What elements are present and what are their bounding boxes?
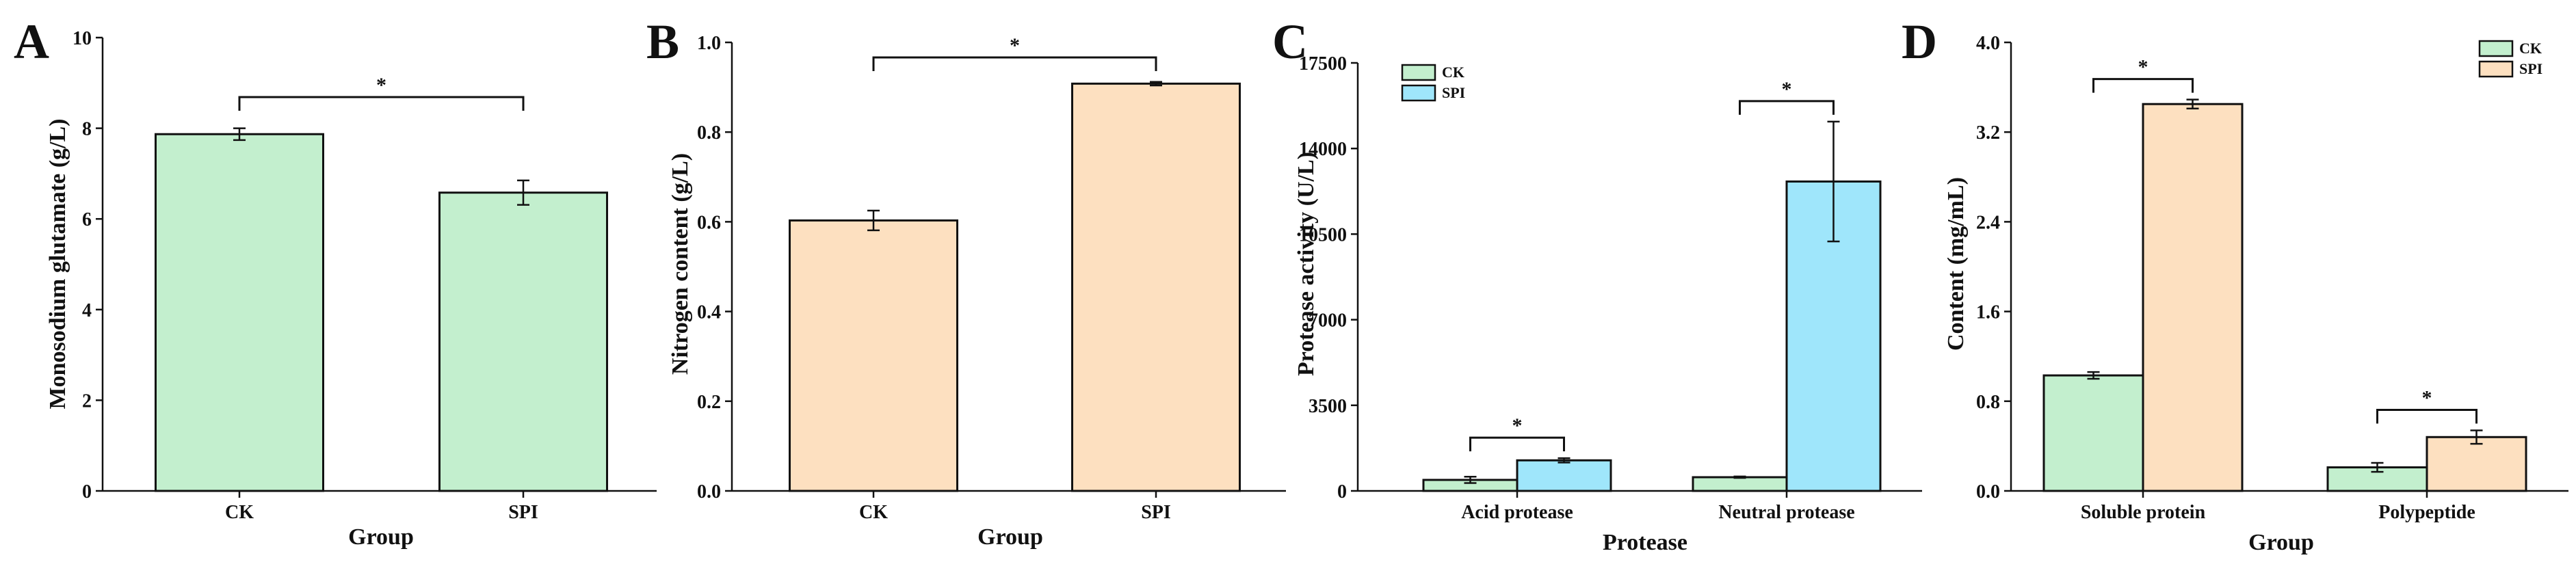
significance-bracket: [2092, 78, 2194, 93]
panel-letter-b: B: [646, 14, 679, 69]
y-tick-label: 0.2: [697, 392, 721, 413]
bar-ck: [155, 133, 324, 492]
y-tick-label: 8: [82, 119, 92, 140]
x-tick-label: Acid protease: [1461, 502, 1573, 523]
legend-swatch-spi: [2478, 60, 2514, 78]
y-tick-label: 2.4: [1976, 212, 2000, 233]
ylabel-c: Protease activity (U/L): [1293, 152, 1319, 376]
significance-bracket: [1469, 436, 1565, 452]
ylabel-b: Nitrogen content (g/L): [668, 153, 693, 375]
significance-star: *: [1782, 78, 1792, 101]
x-tick-label: SPI: [1141, 502, 1171, 523]
x-tick-label: Soluble protein: [2081, 502, 2206, 523]
significance-bracket: [238, 96, 525, 111]
significance-bracket: [2376, 408, 2478, 424]
bar-ck-soluble-protein: [2042, 374, 2144, 492]
legend-label-spi: SPI: [2519, 60, 2542, 77]
bar-spi: [1071, 82, 1241, 492]
legend: CK SPI: [1401, 64, 1465, 102]
panel-c-chart: 0 3500 7000 10500 14000 17500 Acid protease * Ne…: [1299, 53, 1922, 523]
panel-letter-a: A: [14, 14, 49, 69]
y-tick-label: 0.0: [1976, 481, 2000, 503]
y-tick-label: 0.0: [697, 481, 721, 503]
x-tick-label: Neutral protease: [1718, 502, 1854, 523]
significance-bracket: [1739, 100, 1835, 115]
panel-letter-c: C: [1272, 14, 1308, 69]
panel-d-chart: 0.0 0.8 1.6 2.4 3.2 4.0 Soluble protein * Polype…: [1976, 33, 2568, 523]
bar-ck-neutral-protease: [1692, 476, 1788, 492]
legend-label-ck: CK: [2519, 40, 2542, 57]
ylabel-a: Monosodium glutamate (g/L): [45, 119, 70, 410]
y-tick-label: 14000: [1299, 139, 1347, 160]
y-tick-label: 0.6: [697, 212, 721, 233]
x-tick-label: SPI: [508, 502, 538, 523]
y-tick-label: 10500: [1299, 224, 1347, 245]
bar-spi-acid-protease: [1516, 459, 1612, 492]
legend-swatch-ck: [2478, 40, 2514, 57]
y-tick-label: 0: [82, 481, 92, 503]
y-tick-label: 0.8: [1976, 392, 2000, 413]
panel-b-chart: 0.0 0.2 0.4 0.6 0.8 1.0 CK SPI *: [697, 33, 1286, 523]
xlabel-c: Protease: [1603, 530, 1687, 555]
significance-star: *: [376, 74, 386, 96]
xlabel-a: Group: [348, 524, 414, 550]
y-tick-label: 4: [82, 300, 92, 321]
significance-star: *: [1512, 414, 1523, 437]
legend-label-spi: SPI: [1442, 84, 1465, 101]
xlabel-b: Group: [977, 524, 1043, 550]
significance-star: *: [2422, 386, 2432, 409]
significance-bracket: [872, 56, 1157, 71]
y-tick-label: 6: [82, 209, 92, 230]
bar-spi: [438, 191, 608, 492]
significance-star: *: [1010, 34, 1020, 57]
ylabel-d: Content (mg/mL): [1943, 177, 1969, 351]
y-tick-label: 10: [73, 28, 92, 49]
y-tick-label: 4.0: [1976, 33, 2000, 54]
y-tick-label: 0.4: [697, 302, 721, 323]
x-tick-label: Polypeptide: [2378, 502, 2475, 523]
y-tick-label: 1.0: [697, 33, 721, 54]
bar-spi-polypeptide: [2426, 436, 2527, 492]
x-tick-label: CK: [859, 502, 888, 523]
bar-spi-soluble-protein: [2142, 103, 2244, 492]
panel-a-chart: 0 2 4 6 8 10 CK SPI *: [73, 28, 657, 523]
legend-swatch-ck: [1401, 64, 1436, 81]
xlabel-d: Group: [2248, 530, 2314, 555]
y-tick-label: 0: [1337, 481, 1347, 503]
significance-star: *: [2138, 56, 2148, 79]
y-tick-label: 3.2: [1976, 122, 2000, 144]
legend-swatch-spi: [1401, 84, 1436, 102]
x-tick-label: CK: [225, 502, 254, 523]
y-tick-label: 1.6: [1976, 302, 2000, 323]
y-tick-label: 17500: [1299, 53, 1347, 75]
bar-ck: [789, 219, 958, 492]
panel-letter-d: D: [1902, 14, 1937, 69]
y-tick-label: 3500: [1309, 396, 1347, 417]
legend: CK SPI: [2478, 40, 2542, 78]
legend-label-ck: CK: [1442, 64, 1464, 81]
y-tick-label: 2: [82, 390, 92, 412]
y-tick-label: 0.8: [697, 122, 721, 144]
y-tick-label: 7000: [1309, 310, 1347, 332]
